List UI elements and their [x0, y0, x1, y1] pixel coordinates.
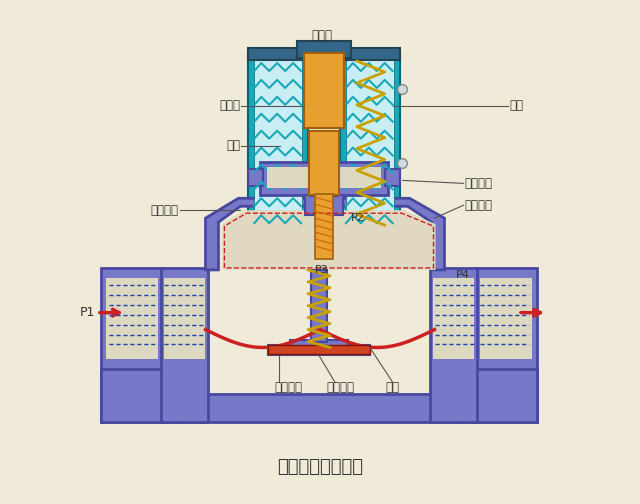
- Text: P1: P1: [79, 306, 95, 319]
- Text: 主阀阀芯: 主阀阀芯: [326, 381, 354, 394]
- Bar: [268, 345, 370, 354]
- Bar: [254, 59, 302, 241]
- Bar: [346, 59, 394, 241]
- Text: 液压孔道: 液压孔道: [465, 199, 492, 212]
- Bar: [106, 278, 157, 359]
- Bar: [248, 48, 399, 60]
- Bar: [304, 53, 344, 128]
- Text: 膜片: 膜片: [386, 381, 400, 394]
- Bar: [480, 278, 532, 359]
- Text: P4: P4: [456, 270, 469, 280]
- Bar: [311, 270, 327, 342]
- Bar: [268, 167, 381, 188]
- Bar: [164, 278, 205, 359]
- Bar: [297, 41, 351, 58]
- Text: P3: P3: [315, 265, 329, 275]
- Bar: [315, 195, 333, 259]
- Text: 导阀阀座: 导阀阀座: [465, 177, 492, 190]
- Bar: [305, 196, 343, 215]
- Text: 线圈: 线圈: [227, 139, 241, 152]
- Bar: [161, 268, 209, 422]
- Bar: [310, 170, 338, 197]
- Text: 主阀阀座: 主阀阀座: [274, 381, 302, 394]
- Text: 定铁心: 定铁心: [312, 29, 333, 42]
- Bar: [179, 394, 460, 422]
- Polygon shape: [205, 198, 444, 270]
- Bar: [429, 268, 477, 422]
- Bar: [260, 161, 388, 196]
- Bar: [101, 369, 180, 422]
- Text: 动铁心: 动铁心: [220, 99, 241, 112]
- Text: 弹簧: 弹簧: [509, 99, 523, 112]
- Bar: [248, 169, 263, 186]
- Polygon shape: [268, 340, 370, 355]
- Text: 平衡孔道: 平衡孔道: [150, 204, 179, 217]
- Text: P2: P2: [351, 213, 365, 223]
- Polygon shape: [223, 210, 435, 270]
- Text: 管道联系式电磁阀: 管道联系式电磁阀: [277, 458, 363, 476]
- Bar: [433, 278, 474, 359]
- Bar: [248, 53, 308, 247]
- Bar: [385, 169, 399, 186]
- Bar: [340, 53, 399, 247]
- Bar: [476, 268, 537, 422]
- Bar: [458, 369, 537, 422]
- Bar: [101, 268, 163, 422]
- Bar: [309, 131, 339, 196]
